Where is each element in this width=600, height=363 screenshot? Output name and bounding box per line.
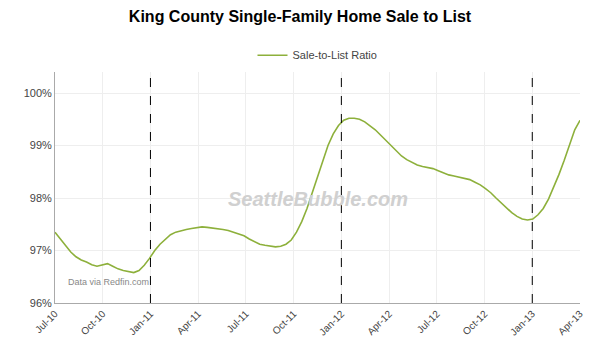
svg-text:Oct-11: Oct-11 — [270, 308, 299, 337]
svg-text:Apr-12: Apr-12 — [365, 308, 394, 337]
svg-text:Jan-12: Jan-12 — [317, 308, 347, 338]
svg-text:Jul-12: Jul-12 — [415, 308, 442, 335]
svg-text:Oct-12: Oct-12 — [460, 308, 489, 337]
svg-text:96%: 96% — [30, 297, 52, 309]
svg-text:Jan-11: Jan-11 — [127, 308, 156, 337]
svg-text:Apr-13: Apr-13 — [556, 308, 585, 337]
svg-text:Jan-13: Jan-13 — [508, 308, 538, 338]
svg-text:Apr-11: Apr-11 — [175, 308, 204, 337]
svg-text:Sale-to-List Ratio: Sale-to-List Ratio — [293, 49, 377, 61]
svg-text:100%: 100% — [24, 87, 52, 99]
svg-text:King County Single-Family Home: King County Single-Family Home Sale to L… — [129, 8, 472, 25]
svg-text:99%: 99% — [30, 139, 52, 151]
svg-text:SeattleBubble.com: SeattleBubble.com — [228, 188, 408, 210]
svg-text:Oct-10: Oct-10 — [79, 308, 108, 337]
svg-text:Jul-10: Jul-10 — [33, 308, 60, 335]
svg-text:98%: 98% — [30, 192, 52, 204]
svg-text:Jul-11: Jul-11 — [224, 308, 251, 335]
svg-text:97%: 97% — [30, 244, 52, 256]
svg-text:Data via Redfin.com: Data via Redfin.com — [68, 277, 149, 287]
